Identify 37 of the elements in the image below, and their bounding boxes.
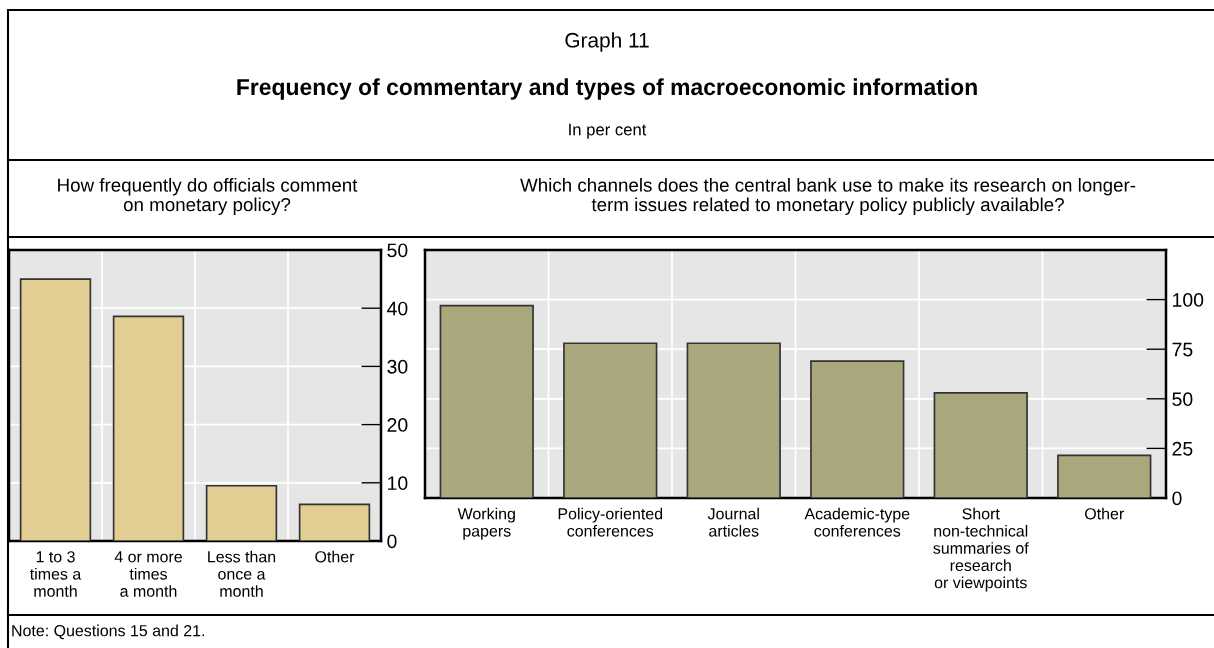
bar [933,392,1028,498]
y-tick-label: 75 [1172,342,1193,357]
y-tick-label: 25 [1172,441,1193,456]
x-tick-label: Short non-technical summaries of research or viewpoints [933,507,1029,592]
x-tick-label: Other [315,550,355,563]
y-tick-label: 50 [1172,392,1193,407]
y-tick-label: 40 [387,301,408,316]
x-tick-label: Academic-type conferences [804,507,910,537]
x-tick-label: Policy-oriented conferences [558,507,663,537]
y-tick-label: 50 [387,243,408,258]
text: Note: Questions 15 and 21. [12,624,204,640]
y-tick-label: 30 [387,359,408,374]
bar [563,342,658,498]
chart-title: How frequently do officials comment on monetary policy? [58,178,358,215]
x-tick-label: Other [1085,507,1124,520]
x-tick-label: Less than once a month [208,550,276,597]
bar [112,315,185,541]
y-tick-label: 20 [387,418,408,432]
y-tick-label: 0 [1172,491,1182,506]
x-tick-label: Working papers [457,507,515,540]
bar [205,484,278,541]
chart-title: Which channels does the central bank use to make its research on longer- term issues related to monetary policy publicly available? [520,178,1136,215]
bar [19,278,92,541]
y-tick-label: 10 [388,476,408,491]
bar [439,304,534,498]
text: In per cent [569,123,647,139]
caption: Graph 11 [565,32,649,52]
bar [810,360,905,498]
bar [298,503,371,541]
x-tick-label: Journal articles [707,507,759,537]
y-tick-label: 100 [1173,293,1204,307]
bar [1057,454,1152,498]
x-tick-label: 1 to 3 times a month [30,551,82,597]
y-tick-label: 0 [387,534,397,549]
bar [686,342,781,498]
x-tick-label: 4 or more times a month [114,551,182,597]
text: Frequency of commentary and types of macroeconomic information [237,78,977,100]
